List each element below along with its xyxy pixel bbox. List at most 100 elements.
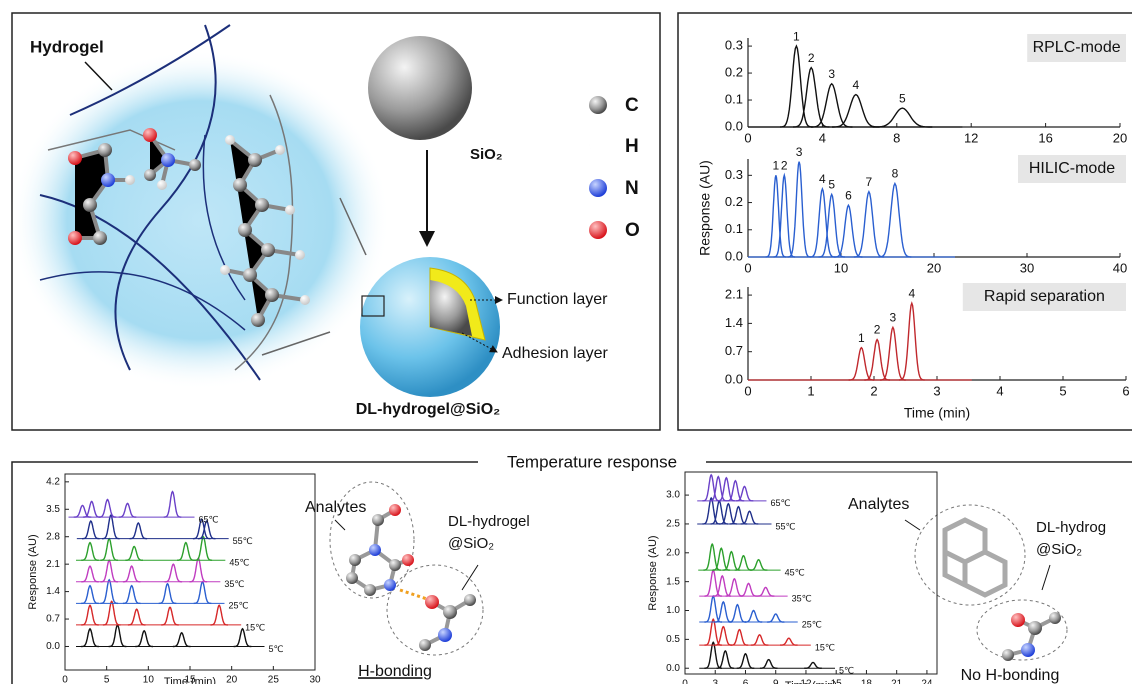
peak [745,611,763,623]
y-tick-label: 2.0 [666,547,680,558]
peak [873,108,933,127]
y-tick-label: 0.0 [725,248,743,263]
peak [194,582,212,604]
peak [804,663,822,669]
peak [880,327,906,380]
hydrogel-diagram: Hydrogel [10,25,390,390]
peak-label: 7 [866,175,873,189]
peak [760,660,778,669]
peak [210,605,228,625]
x-tick-label: 18 [861,679,873,684]
peak-label: 2 [808,51,815,65]
y-tick-label: 0.3 [725,38,743,53]
peak [717,651,735,668]
legend-ball [590,138,604,152]
peak [102,515,120,539]
y-tick-label: 2.1 [46,559,60,570]
x-tick-label: 5 [1059,384,1066,399]
y-tick-label: 0.1 [725,221,743,236]
peak [130,523,148,539]
section-title: Temperature response [507,452,677,471]
peak [788,162,811,257]
figure: Temperature response Hydrogel [0,0,1132,684]
series-label: 55℃ [776,521,796,531]
bonding-label: No H-bonding [961,667,1060,684]
y-tick-label: 0.0 [666,663,680,674]
y-tick-label: 0.0 [725,118,743,133]
peak [100,539,118,561]
peak [164,492,182,517]
peak [757,587,775,596]
peak [767,614,785,622]
x-tick-label: 3 [933,384,940,399]
y-tick-label: 2.1 [725,287,743,302]
phase-label: @SiO₂ [448,535,494,552]
x-tick-label: 25 [268,675,280,684]
h-bond [400,590,430,600]
x-tick-label: 10 [143,675,155,684]
peak [103,601,121,625]
peak [100,580,118,604]
peak [161,607,179,625]
bonding-label: H-bonding [358,663,432,680]
analytes-label: Analytes [305,499,366,516]
phase-molecule [419,594,476,651]
peak-label: 3 [890,311,897,325]
phase-label: DL-hydrog [1036,519,1106,536]
x-tick-label: 6 [743,679,749,684]
pointer-line [905,520,920,530]
mode-label: RPLC-mode [1033,39,1121,56]
x-tick-label: 4 [819,131,826,146]
x-tick-label: 20 [226,675,238,684]
y-tick-label: 0.5 [666,634,680,645]
series-label: 65℃ [770,498,790,508]
y-tick-label: 0.7 [725,343,743,358]
peak-label: 6 [845,188,852,202]
peak [81,629,99,647]
y-tick-label: 4.2 [46,476,60,487]
peak-label: 5 [828,178,835,192]
peak-label: 2 [781,159,788,173]
y-tick-label: 1.4 [725,315,743,330]
peak [899,303,925,380]
peak [123,586,141,604]
x-tick-label: 24 [921,679,933,684]
particle-label: DL-hydrogel@SiO₂ [356,401,501,418]
peak [750,560,768,570]
peak [819,194,845,257]
x-tick-label: 6 [1122,384,1129,399]
peak [81,543,99,561]
peak [173,633,191,647]
y-tick-label: 0.0 [725,371,743,386]
legend-label: C [625,95,639,116]
x-tick-label: 16 [1038,131,1052,146]
series-label: 25℃ [229,601,249,611]
peak-label: 8 [892,167,899,181]
peak [82,521,100,539]
x-tick-label: 30 [1020,261,1034,276]
peak [190,558,208,582]
peak [81,566,99,582]
axes-frame [65,474,315,670]
x-tick-label: 20 [1113,131,1127,146]
peak [119,503,137,517]
series-label: 15℃ [245,622,265,632]
x-tick-label: 1 [807,384,814,399]
series-label: 55℃ [233,536,253,546]
x-tick-label: 0 [744,131,751,146]
peak [123,566,141,582]
peak [854,192,884,257]
x-tick-label: 21 [891,679,903,684]
series-label: 35℃ [792,593,812,603]
peak [704,570,722,596]
y-tick-label: 0.3 [725,167,743,182]
y-tick-label: 0.1 [725,91,743,106]
x-axis-label: Time (min) [904,405,970,421]
y-tick-label: 0.2 [725,194,743,209]
x-tick-label: 5 [104,675,110,684]
x-tick-label: 30 [309,675,321,684]
y-tick-label: 1.0 [666,605,680,616]
silica-label: SiO₂ [470,146,503,163]
series-label: 35℃ [224,579,244,589]
analytes-label: Analytes [848,496,909,513]
